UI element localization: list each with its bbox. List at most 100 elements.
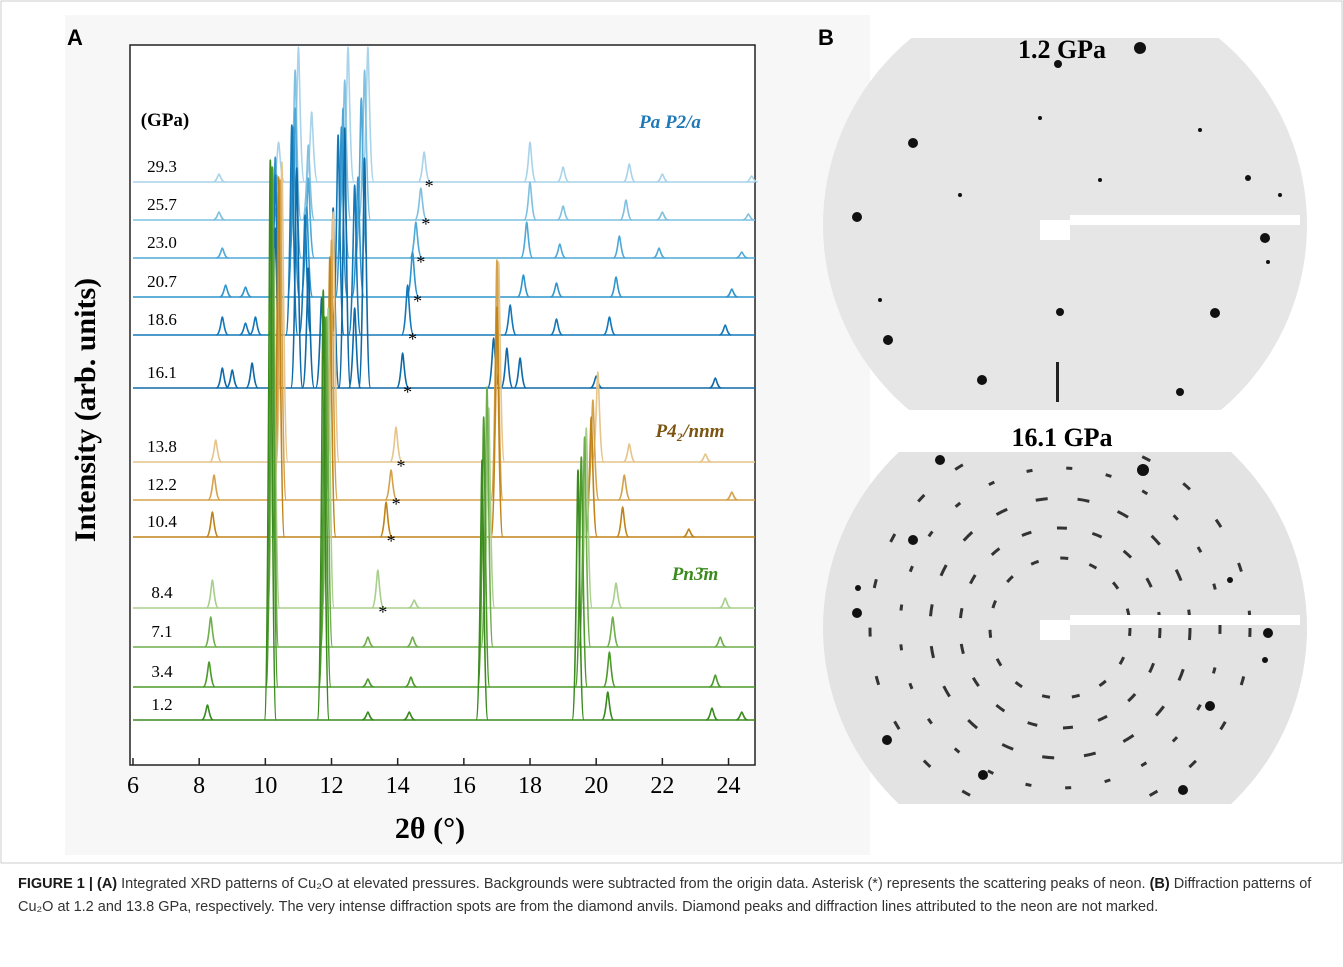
peak [357,69,372,221]
peak [735,251,748,259]
beam-stop [1040,615,1300,640]
neon-marker: * [421,214,430,234]
peak [215,316,229,336]
peak [600,691,615,721]
peak [475,459,489,721]
pressure-label: 1.2 [151,695,172,714]
panel-label: A [67,25,83,50]
panel-label: B [818,25,834,50]
peak [603,316,616,336]
spot [1205,701,1215,711]
phase-label: P4₂/nnm [655,421,725,442]
spot [883,335,893,345]
rings [868,452,1252,804]
spot [978,770,988,780]
spot [1134,42,1146,54]
peak [205,579,220,609]
peak [408,599,421,609]
peak [219,284,232,298]
x-tick-label: 6 [127,773,139,799]
peak [709,674,722,688]
peak [414,187,428,221]
peak [404,676,418,688]
spot [958,193,962,197]
peak [553,243,567,259]
peak [718,324,732,336]
spot [1198,128,1202,132]
peak [273,179,288,501]
peak [519,221,534,259]
peak [609,582,623,609]
ring [988,556,1132,700]
peak [409,221,423,259]
pressure-label: 16.1 [147,363,177,382]
peak [216,247,229,259]
peak [384,469,398,501]
x-tick-label: 16 [452,773,476,799]
peak [490,306,504,538]
pressure-label: 13.8 [147,437,177,456]
peak [316,289,331,721]
neon-marker: * [425,176,434,196]
peak [652,247,666,259]
spot [1056,308,1064,316]
x-tick-label: 18 [518,773,542,799]
peak [682,528,696,538]
pressure-label: 18.6 [147,310,177,329]
peak [319,316,334,648]
phase-label: Pa P2/a [638,112,701,133]
peak [735,711,748,721]
caption-text: Integrated XRD patterns of Cu₂O at eleva… [121,876,1146,892]
spot [1098,178,1102,182]
pattern [133,166,755,688]
x-tick-label: 20 [584,773,608,799]
peak [622,163,636,183]
spot [852,212,862,222]
spot [855,585,861,591]
peak [577,436,592,648]
peak [361,46,375,183]
image-title: 16.1 GPa [1011,423,1112,452]
peak [202,661,216,688]
peak [417,151,431,183]
pattern [133,159,755,721]
peak [301,144,316,221]
peak [705,707,719,721]
peak [556,205,570,221]
peak [379,501,393,538]
spot [1137,464,1149,476]
frame [0,0,1343,864]
peak [403,711,416,721]
peak [605,616,620,648]
neon-marker: * [397,456,406,476]
peak [699,453,712,463]
neon-marker: * [416,252,425,272]
peak [249,316,262,336]
neon-marker: * [408,329,417,349]
neon-marker: * [413,291,422,311]
peak [357,157,372,389]
pressure-label: 10.4 [147,512,177,531]
peak [212,173,226,183]
pressure-label: 25.7 [147,195,177,214]
peak [304,111,319,183]
spot [908,138,918,148]
peak [718,597,732,609]
peak [334,126,349,298]
spot [852,608,862,618]
peak [395,352,410,389]
spot [935,455,945,465]
caption-text: Diffraction patterns of Cu₂O at 1.2 and … [18,876,1312,915]
peak [203,616,218,648]
pressure-label: 20.7 [147,272,177,291]
caption-label: FIGURE 1 | (A) [18,876,118,892]
spot [1266,260,1270,264]
peak [400,284,415,336]
peak [405,251,420,298]
peak [291,46,306,183]
spot [1262,657,1268,663]
pressure-label: 3.4 [151,662,173,681]
x-tick-label: 14 [386,773,410,799]
spot [1176,388,1184,396]
